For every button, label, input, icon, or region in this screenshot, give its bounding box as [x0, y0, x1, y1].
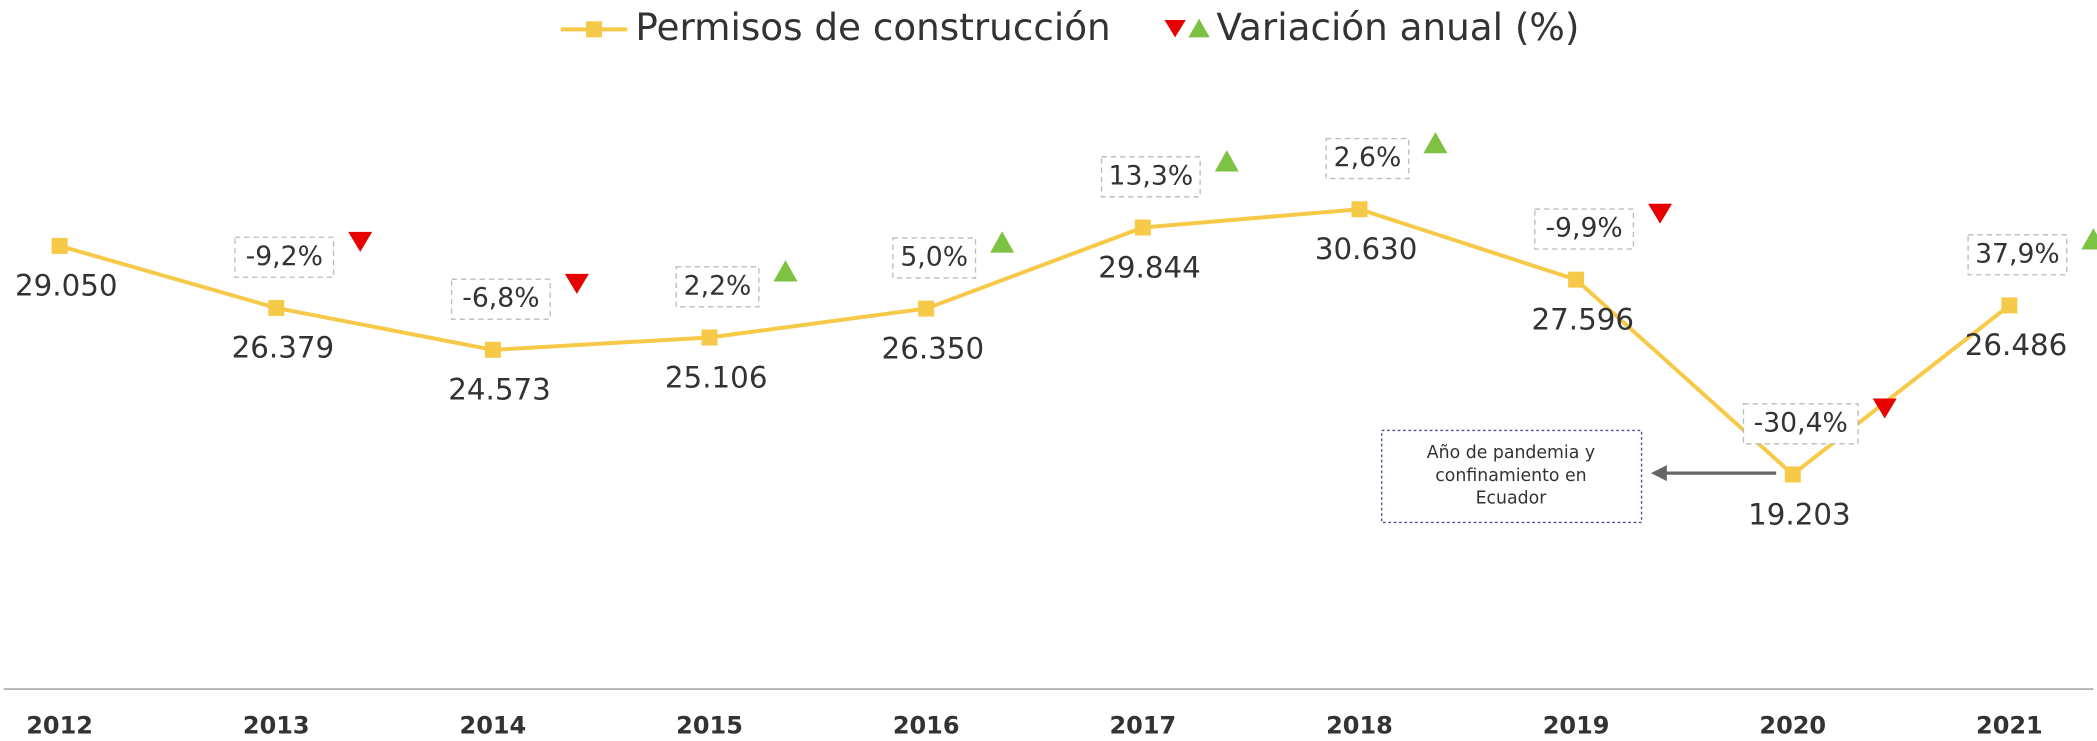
annotation-arrowhead: [1650, 465, 1667, 482]
variation-marker: [1872, 398, 1897, 419]
x-tick-label: 2016: [893, 711, 960, 739]
variation-label: 2,2%: [684, 270, 752, 301]
variation-marker: [1214, 150, 1239, 172]
variation-box: [234, 236, 335, 278]
point: [701, 329, 718, 346]
point: [2001, 297, 2018, 314]
annotation-text: Año de pandemia y: [1427, 443, 1595, 463]
variation-box: [892, 237, 977, 279]
variation-marker: [990, 231, 1015, 253]
variation-marker: [348, 231, 373, 252]
variation-box: [1534, 208, 1635, 250]
annotation-box: [1381, 429, 1643, 524]
annotation-text: confinamiento en: [1435, 466, 1586, 486]
point: [1568, 271, 1585, 288]
variation-label: -6,8%: [462, 283, 539, 314]
legend-marker: [586, 21, 603, 38]
point: [51, 237, 68, 254]
x-tick-label: 2013: [243, 711, 310, 739]
variation-marker: [773, 260, 798, 282]
value-label: 24.573: [448, 373, 551, 407]
legend-label: Variación anual (%): [1216, 5, 1579, 49]
variation-label: -9,2%: [246, 241, 323, 272]
value-label: 25.106: [665, 360, 768, 394]
variation-marker: [1648, 203, 1673, 224]
variation-box: [1325, 137, 1410, 180]
variation-marker: [2081, 228, 2097, 250]
x-tick-label: 2020: [1759, 711, 1826, 739]
legend-marker: [1164, 19, 1186, 38]
variation-box: [1967, 234, 2068, 276]
value-label: 27.596: [1531, 302, 1634, 336]
x-tick-label: 2014: [460, 711, 527, 739]
variation-label: 5,0%: [900, 241, 968, 272]
annotation-text: Ecuador: [1476, 488, 1548, 508]
value-label: 29.844: [1098, 250, 1201, 284]
point: [268, 299, 285, 316]
value-label: 19.203: [1748, 497, 1851, 531]
variation-box: [450, 278, 551, 320]
variation-label: -30,4%: [1754, 407, 1848, 438]
value-label: 26.379: [232, 331, 335, 365]
x-tick-label: 2019: [1543, 711, 1610, 739]
point: [484, 341, 501, 358]
value-label: 26.486: [1965, 328, 2068, 362]
x-tick-label: 2015: [676, 711, 743, 739]
point: [1134, 219, 1151, 236]
point: [1351, 201, 1368, 218]
x-tick-label: 2021: [1976, 711, 2043, 739]
point: [918, 300, 935, 317]
value-label: 30.630: [1315, 232, 1418, 266]
value-label: 29.050: [15, 269, 118, 303]
variation-box: [1742, 403, 1859, 445]
x-tick-label: 2012: [26, 711, 93, 739]
point: [1784, 466, 1801, 483]
value-label: 26.350: [882, 331, 985, 365]
variation-box: [675, 266, 760, 308]
legend-marker: [1188, 18, 1210, 38]
variation-label: 13,3%: [1109, 160, 1194, 191]
variation-box: [1100, 156, 1201, 198]
legend-label: Permisos de construcción: [635, 5, 1110, 49]
line: [59, 207, 2011, 478]
variation-label: 37,9%: [1975, 238, 2060, 269]
variation-label: 2,6%: [1334, 142, 1402, 173]
variation-marker: [1423, 131, 1448, 154]
x-tick-label: 2017: [1109, 711, 1176, 739]
x-tick-label: 2018: [1326, 711, 1393, 739]
variation-marker: [564, 273, 589, 294]
variation-label: -9,9%: [1545, 213, 1622, 244]
